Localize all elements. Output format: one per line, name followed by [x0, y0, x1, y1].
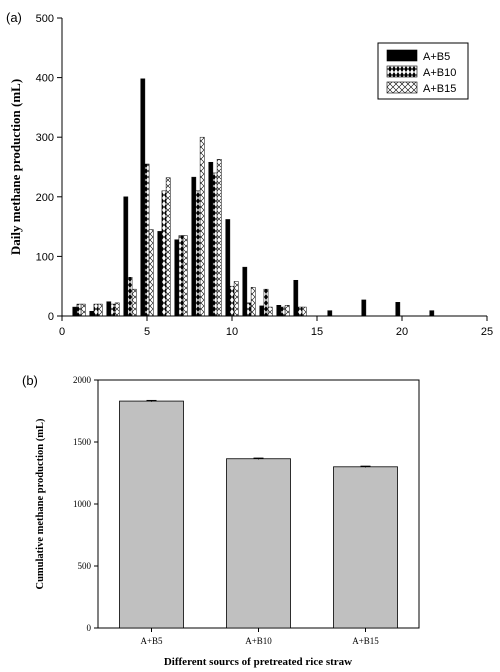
bar-a-b10-x9: [212, 172, 218, 317]
bar-a-b10-x1: [76, 303, 82, 317]
panel-b-y-axis-label: Cumulative methane production (mL): [35, 418, 46, 590]
bar-a-b15-x9: [216, 159, 222, 317]
bar-a-b10-x11: [246, 302, 252, 317]
panel-b-plot-area: A+B5 A+B10 A+B15 0 500 1000 1500 2000: [73, 375, 420, 646]
legend-swatch-a-b15: [386, 81, 418, 94]
y-tick-label: 100: [36, 251, 54, 263]
panel-a-y-axis-label: Daily methane production (mL): [8, 79, 23, 255]
x-tick-label: A+B5: [140, 636, 163, 646]
bar-a-b10-x14: [297, 306, 303, 317]
bar-a-b5-x5: [140, 78, 146, 317]
bar-a-b5-x2: [89, 310, 95, 317]
bar-a-b15-x4: [131, 288, 137, 317]
bar-a-b10-x8: [195, 190, 201, 317]
panel-a-label: (a): [6, 10, 22, 25]
legend-label-a-b5: A+B5: [423, 51, 450, 63]
legend-label-a-b15: A+B15: [423, 83, 456, 95]
bar-a-b15-x5: [148, 229, 154, 317]
bar-a-b10: [226, 458, 291, 629]
bar-a-b15-x10: [233, 281, 239, 317]
panel-b: (b) Cumulative methane production (mL) A…: [22, 373, 420, 668]
bar-a-b15-x6: [165, 177, 171, 317]
panel-b-x-axis-label: Different sourcs of pretreated rice stra…: [164, 656, 352, 668]
bar-a-b15-x2: [97, 303, 103, 317]
panel-a-legend: A+B5 A+B10 A+B15: [377, 42, 469, 100]
bar-a-b5-x11: [242, 266, 248, 317]
bar-a-b5-x18: [361, 299, 367, 317]
bar-a-b5-x10: [225, 219, 231, 317]
x-tick-label: A+B15: [352, 636, 379, 646]
bar-a-b15-x12: [267, 306, 273, 317]
y-tick-label: 400: [36, 73, 54, 85]
y-tick-label: 300: [36, 132, 54, 144]
bar-a-b15-x14: [301, 306, 307, 317]
panel-b-label: (b): [22, 373, 38, 388]
x-tick-label: 0: [59, 326, 65, 338]
bar-a-b5-x7: [174, 239, 180, 317]
bar-a-b5-x12: [259, 305, 265, 317]
bar-a-b5-x22: [429, 310, 435, 317]
bar-a-b10-x5: [144, 163, 150, 317]
bar-a-b5-x9: [208, 161, 214, 317]
bar-a-b10-x6: [161, 190, 167, 317]
bar-a-b10-x10: [229, 285, 235, 317]
x-tick-label: 25: [481, 326, 493, 338]
bar-a-b5: [119, 400, 184, 629]
bar-a-b10-x12: [263, 288, 269, 317]
bar-a-b5-x3: [106, 301, 112, 317]
bar-a-b5-x14: [293, 279, 299, 317]
y-tick-label: 500: [36, 13, 54, 25]
legend-swatch-a-b5: [386, 49, 418, 62]
y-tick-label: 1000: [73, 499, 92, 509]
bar-a-b15-x11: [250, 287, 256, 317]
bar-a-b10-x4: [127, 277, 133, 317]
x-tick-label: A+B10: [245, 636, 272, 646]
bar-a-b5-x1: [72, 306, 78, 317]
bar-a-b15-x13: [284, 305, 290, 317]
bar-a-b5-x13: [276, 305, 282, 317]
bar-a-b5-x8: [191, 176, 197, 317]
x-tick-label: 5: [144, 326, 150, 338]
x-tick-label: 20: [396, 326, 408, 338]
panel-a: (a) Daily methane production (mL) 010020…: [6, 10, 493, 338]
y-tick-label: 200: [36, 192, 54, 204]
y-tick-label: 0: [87, 623, 92, 633]
bar-a-b15-x8: [199, 136, 205, 317]
legend-label-a-b10: A+B10: [423, 67, 456, 79]
y-tick-label: 0: [48, 311, 54, 323]
bar-a-b15: [333, 466, 398, 629]
bar-a-b15-x7: [182, 235, 188, 317]
x-tick-label: 10: [226, 326, 238, 338]
bar-a-b15-x1: [80, 303, 86, 317]
y-tick-label: 2000: [73, 375, 92, 385]
bar-a-b10-x3: [110, 303, 116, 317]
legend-swatch-a-b10: [386, 65, 418, 78]
bar-a-b10-x2: [93, 303, 99, 317]
y-tick-label: 500: [78, 561, 92, 571]
bar-a-b15-x3: [114, 302, 120, 317]
bar-a-b5-x20: [395, 302, 401, 317]
bar-a-b5-x4: [123, 196, 129, 317]
y-tick-label: 1500: [73, 437, 92, 447]
bar-a-b5-x6: [157, 231, 163, 317]
x-tick-label: 15: [311, 326, 323, 338]
panel-a-plot-area: 0 100 200 300 400 500 0 5 10 15 20 25: [36, 13, 493, 338]
bar-a-b5-x16: [327, 310, 333, 317]
bar-a-b10-x7: [178, 235, 184, 317]
bar-a-b10-x13: [280, 306, 286, 317]
